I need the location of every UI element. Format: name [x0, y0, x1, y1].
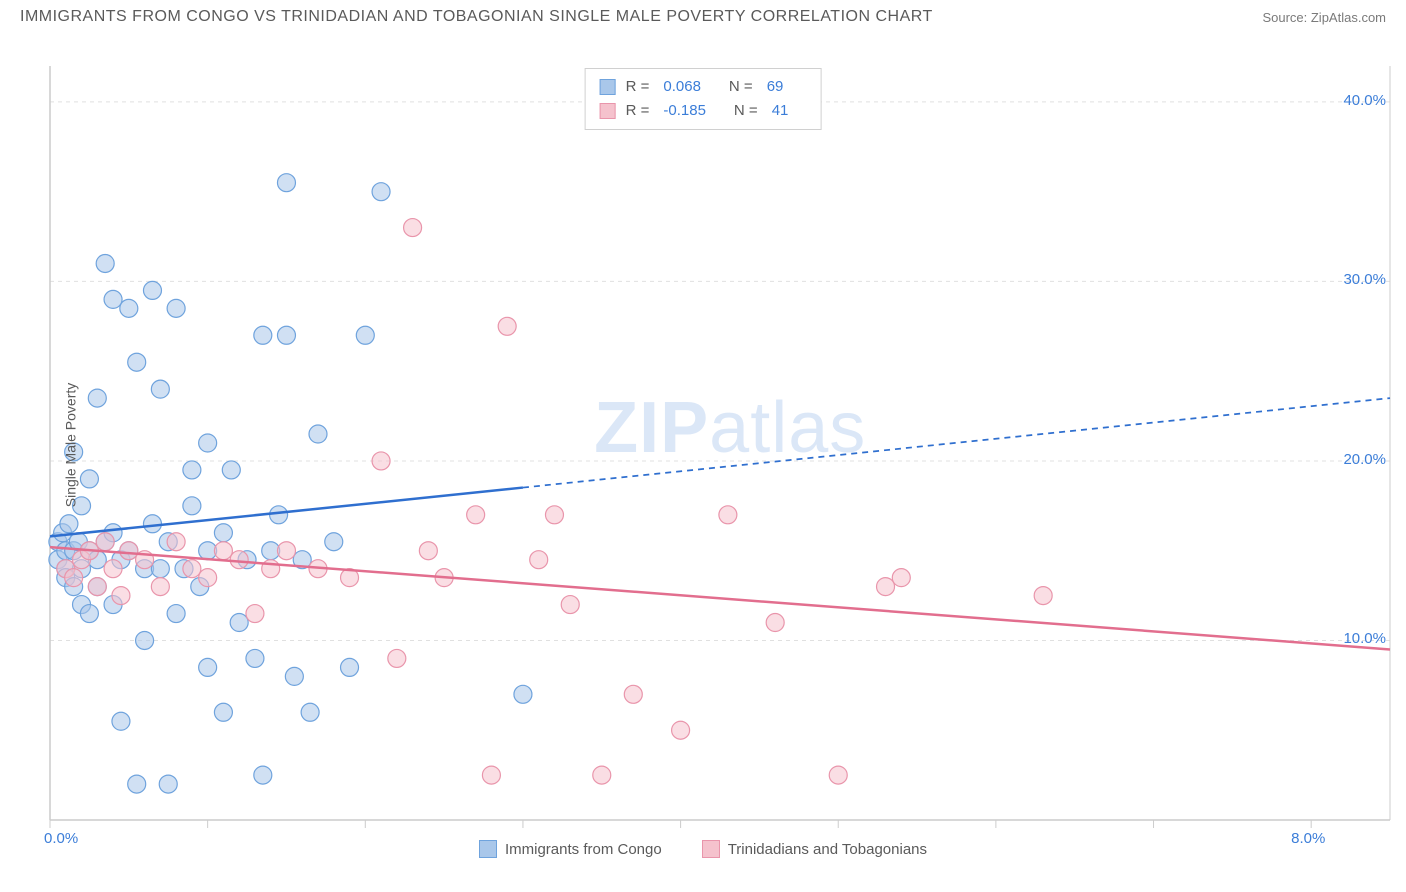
x-tick-label: 0.0%: [44, 830, 78, 847]
swatch-tt: [600, 103, 616, 119]
chart-title: IMMIGRANTS FROM CONGO VS TRINIDADIAN AND…: [20, 8, 933, 26]
legend-item-congo: Immigrants from Congo: [479, 840, 662, 858]
r-value: -0.185: [663, 99, 706, 123]
swatch-congo: [479, 840, 497, 858]
scatter-plot: [0, 30, 1406, 860]
r-label: R =: [626, 99, 650, 123]
legend-item-tt: Trinidadians and Tobagonians: [702, 840, 927, 858]
y-tick-label: 30.0%: [1343, 271, 1386, 288]
chart-container: Single Male Poverty ZIPatlas R = 0.068 N…: [0, 30, 1406, 860]
legend-bottom: Immigrants from Congo Trinidadians and T…: [0, 840, 1406, 858]
n-label: N =: [729, 75, 753, 99]
x-tick-label: 8.0%: [1291, 830, 1325, 847]
stats-row-tt: R = -0.185 N = 41: [600, 99, 807, 123]
legend-label: Immigrants from Congo: [505, 841, 662, 858]
r-label: R =: [626, 75, 650, 99]
chart-header: IMMIGRANTS FROM CONGO VS TRINIDADIAN AND…: [0, 0, 1406, 30]
r-value: 0.068: [663, 75, 701, 99]
source-label: Source: ZipAtlas.com: [1262, 10, 1386, 25]
n-value: 69: [767, 75, 784, 99]
y-tick-label: 20.0%: [1343, 451, 1386, 468]
swatch-congo: [600, 79, 616, 95]
stats-box: R = 0.068 N = 69 R = -0.185 N = 41: [585, 68, 822, 130]
n-label: N =: [734, 99, 758, 123]
y-tick-label: 10.0%: [1343, 630, 1386, 647]
y-tick-label: 40.0%: [1343, 92, 1386, 109]
n-value: 41: [772, 99, 789, 123]
legend-label: Trinidadians and Tobagonians: [728, 841, 927, 858]
stats-row-congo: R = 0.068 N = 69: [600, 75, 807, 99]
y-axis-label: Single Male Poverty: [62, 383, 78, 508]
swatch-tt: [702, 840, 720, 858]
